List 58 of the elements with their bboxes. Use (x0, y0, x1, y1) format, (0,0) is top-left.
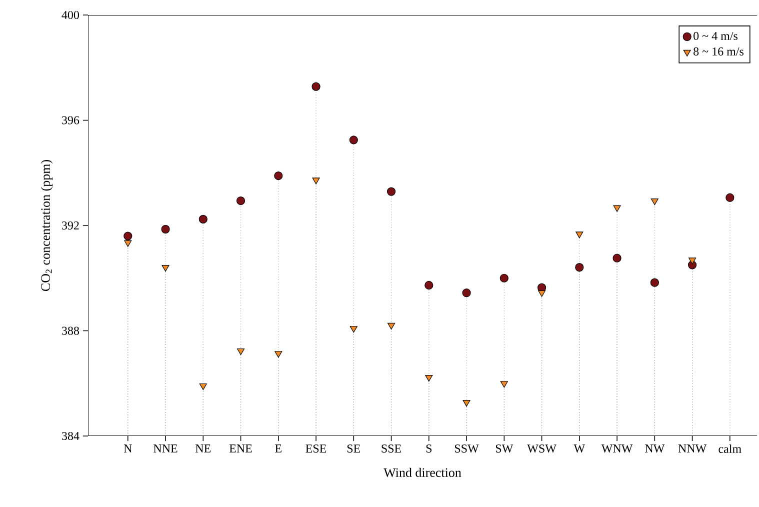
point (537, 283, 546, 292)
point (424, 280, 434, 290)
point (650, 198, 658, 206)
point (198, 214, 208, 224)
x-tick-label: NE (195, 444, 211, 452)
point (349, 136, 358, 144)
y-tick-label: 400 (62, 10, 80, 20)
x-tick-label: NNE (154, 444, 178, 452)
point (613, 205, 621, 212)
x-tick-label: NW (645, 444, 665, 453)
y-axis-title: CO$_{2}$ concentration (ppm) (40, 160, 53, 292)
x-tick-label: WNW (601, 444, 633, 453)
point (388, 322, 396, 330)
point (274, 171, 283, 180)
point (612, 254, 622, 262)
point (274, 351, 282, 358)
point (124, 240, 132, 247)
point (462, 288, 471, 298)
x-axis-title: Wind direction (384, 468, 462, 478)
point (237, 348, 245, 356)
x-tick-label: N (124, 444, 132, 452)
x-tick-label: SSE (382, 444, 402, 453)
point (726, 193, 734, 202)
point (575, 263, 584, 272)
point (124, 232, 132, 240)
point (650, 278, 659, 287)
point (688, 258, 696, 264)
point (500, 381, 508, 388)
x-tick-label: NNW (678, 444, 707, 453)
point (386, 187, 396, 196)
point (312, 178, 320, 184)
x-tick-label: ESE (306, 444, 326, 453)
point (425, 375, 433, 382)
x-tick-label: SSW (454, 444, 479, 453)
y-tick-label: 388 (62, 326, 80, 335)
point (162, 265, 170, 272)
x-tick-label: W (574, 444, 586, 453)
x-tick-label: calm (718, 444, 742, 453)
point (538, 290, 546, 297)
point (236, 196, 246, 206)
point (350, 326, 358, 333)
x-tick-label: SE (347, 444, 360, 453)
point (500, 274, 508, 282)
y-tick-label: 392 (62, 221, 79, 230)
x-tick-label: ENE (229, 444, 252, 452)
y-tick-label: 384 (62, 432, 80, 440)
legend-label: 0 ~ 4 m/s (694, 32, 738, 40)
x-tick-label: E (275, 444, 282, 452)
x-tick-label: SW (496, 444, 514, 453)
point (161, 224, 170, 234)
point (462, 400, 470, 407)
point (199, 383, 207, 390)
point (576, 232, 584, 238)
x-tick-label: WSW (527, 444, 556, 453)
y-tick-label: 396 (62, 116, 80, 124)
point (312, 82, 320, 91)
x-tick-label: S (426, 444, 432, 453)
legend-label: 8 ~ 16 m/s (694, 47, 744, 56)
